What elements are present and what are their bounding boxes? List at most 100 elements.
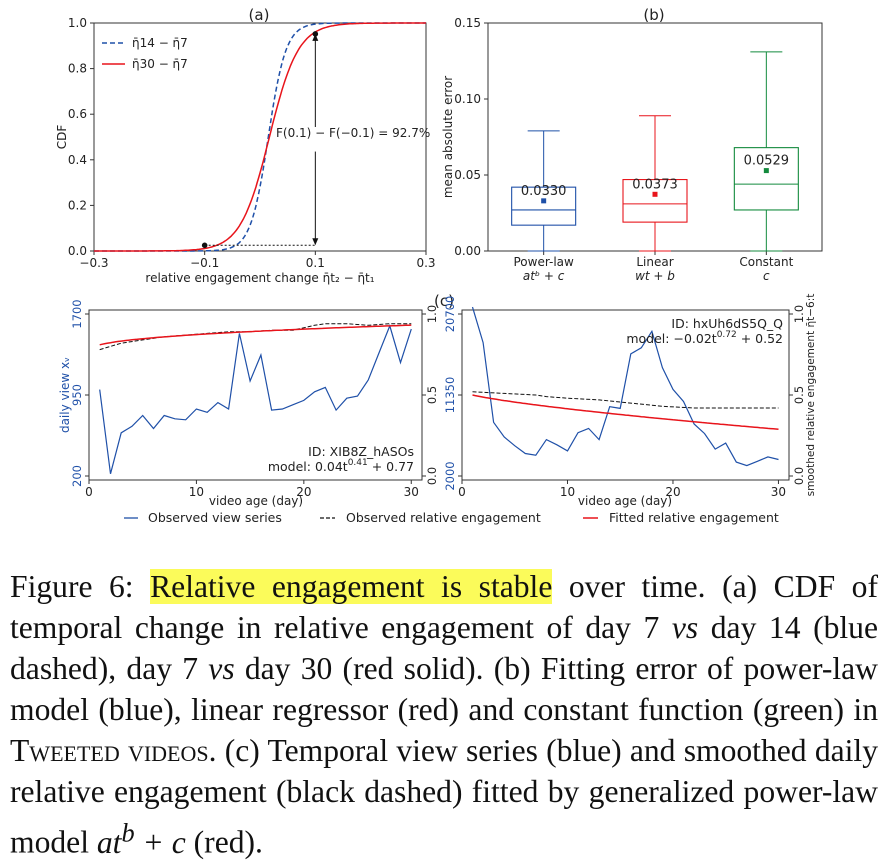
panel-c-right-id: ID: hxUh6dS5Q_Q [671, 316, 783, 331]
c-yleft-tick-label: 20700 [443, 296, 457, 333]
model-suffix: + 0.77 [368, 459, 414, 474]
box-mean-marker [541, 198, 547, 204]
panel-c-right-chart: 0 10 20 30 2000 11350 20700 0.0 0.5 1.0 video age… [443, 294, 817, 508]
panel-c-right-model: model: −0.02t0.72 + 0.52 [626, 330, 783, 346]
caption-vs-1: vs [671, 610, 699, 645]
b-category-formula: wt + b [635, 269, 675, 283]
b-category-label: Power-law [513, 255, 574, 269]
panel-a-ylabel: CDF [55, 125, 69, 150]
a-xtick-label: 0.1 [306, 256, 325, 270]
c-xtick-label: 10 [560, 485, 575, 499]
panel-b-ylabel: mean absolute error [441, 76, 455, 198]
observed-relative-engagement-line [472, 391, 779, 409]
caption-model-formula: atb + c [97, 818, 186, 860]
caption-highlighted-text: Relative engagement is stable [150, 569, 553, 604]
box-mean-label: 0.0373 [632, 177, 678, 192]
a-ytick-label: 1.0 [68, 16, 87, 30]
b-ytick-label: 0.00 [454, 244, 481, 258]
panel-a-cdf-chart: −0.3 −0.1 0.1 0.3 0.0 0.2 0.4 0.6 0.8 1.0 CDF rel… [55, 16, 436, 285]
a-xtick-label: −0.3 [79, 256, 108, 270]
caption-text-5: (red). [185, 824, 263, 860]
c-xtick-label: 0 [85, 485, 93, 499]
fitted-relative-engagement-line [99, 324, 412, 346]
box-constant: 0.0529 [733, 51, 799, 252]
fitted-relative-engagement-line [472, 394, 779, 431]
panel-c-right-ticks: 0 10 20 30 2000 11350 20700 0.0 0.5 1.0 [443, 296, 806, 499]
panel-a-ticks: −0.3 −0.1 0.1 0.3 0.0 0.2 0.4 0.6 0.8 1.0 [68, 16, 436, 270]
observed-view-series-line [471, 306, 779, 467]
panel-c-left-chart: 0 10 20 30 200 950 1700 0.0 0.5 1.0 daily view xᵥ… [58, 299, 439, 508]
a-ytick-label: 0.6 [68, 107, 87, 121]
c-xtick-label: 20 [665, 485, 680, 499]
caption-text-1: over time. (a) CDF of temporal change in… [10, 569, 878, 645]
b-category-formula: atᵇ + c [523, 269, 565, 283]
panel-a-legend: η̄14 − η̄7 η̄30 − η̄7 [102, 36, 188, 71]
a-arrow-head-top [312, 33, 319, 41]
figure-6: (a) (b) (c) −0.3 −0.1 0.1 0.3 0.0 0.2 0.4 0.6 0.… [55, 6, 823, 525]
panel-a-xlabel: relative engagement change η̄t₂ − η̄t₁ [145, 271, 374, 285]
panel-a-label: (a) [249, 6, 270, 24]
caption-model-exponent: b [121, 818, 135, 847]
b-category-label: Constant [739, 255, 793, 269]
panel-c-left-ticks: 0 10 20 30 200 950 1700 0.0 0.5 1.0 [70, 299, 439, 499]
panel-a-frame [93, 22, 427, 252]
c-yright-tick-label: 0.5 [792, 386, 806, 404]
observed-view-series-line [99, 324, 412, 474]
caption-model-tail: + c [134, 824, 186, 860]
box-mean-marker [763, 168, 769, 174]
b-ytick-label: 0.10 [454, 92, 481, 106]
panel-c-right-plot-area [471, 306, 779, 467]
c-xtick-label: 10 [189, 485, 204, 499]
a-xtick-label: 0.3 [416, 256, 435, 270]
a-xtick-label: −0.1 [190, 256, 219, 270]
model-suffix: + 0.52 [737, 331, 783, 346]
a-marker-point [312, 31, 319, 37]
panel-c-left-plot-area [99, 323, 412, 474]
c-xtick-label: 30 [771, 485, 786, 499]
legend-views-label: Observed view series [148, 510, 282, 525]
cdf-line-day30 [94, 22, 426, 252]
figure-caption: Figure 6: Relative engagement is stable … [10, 566, 878, 863]
box-mean-label: 0.0330 [521, 184, 567, 199]
box-power-law: 0.0330 [511, 130, 577, 252]
caption-text-4: . (c) Temporal view series (blue) and sm… [10, 733, 878, 860]
caption-dataset-name: Tweeted videos [10, 733, 209, 768]
c-xtick-label: 20 [296, 485, 311, 499]
c-yright-tick-label: 0.5 [425, 386, 439, 404]
panel-a-plot-area [94, 22, 426, 252]
caption-text-3: day 30 (red solid). (b) Fitting error of… [10, 651, 879, 727]
panel-c-left-model: model: 0.04t0.41 + 0.77 [268, 458, 414, 474]
box-iqr [511, 186, 577, 226]
caption-figure-label: Figure 6: [10, 569, 151, 604]
a-ytick-label: 0.8 [68, 62, 87, 76]
c-yleft-tick-label: 11350 [443, 377, 457, 414]
c-xtick-label: 30 [404, 485, 419, 499]
model-prefix: model: −0.02t [626, 331, 716, 346]
b-ytick-label: 0.15 [454, 16, 481, 30]
model-exponent: 0.72 [717, 330, 737, 340]
c-yright-tick-label: 0.0 [425, 467, 439, 485]
panel-c-right-y2label: smoothed relative engagement η̄t−6:t [805, 294, 817, 497]
caption-text-2: day 14 (blue dashed), day 7 [10, 610, 879, 686]
box-iqr [733, 147, 799, 211]
panel-b-label: (b) [643, 6, 664, 24]
c-yleft-tick-label: 1700 [70, 299, 84, 328]
legend-series-2-label: η̄30 − η̄7 [132, 57, 188, 71]
b-category-label: Linear [636, 255, 673, 269]
model-exponent: 0.41 [348, 458, 368, 468]
box-iqr [622, 179, 688, 223]
panel-b-plot-area: 0.0330 0.0373 0.0529 [511, 51, 799, 252]
model-prefix: model: 0.04t [268, 459, 348, 474]
c-yright-tick-label: 1.0 [792, 305, 806, 323]
b-ytick-label: 0.05 [454, 168, 481, 182]
panel-c-right-xlabel: video age (day) [578, 494, 672, 508]
a-ytick-label: 0.2 [68, 198, 87, 212]
a-ytick-label: 0.0 [68, 244, 87, 258]
c-yleft-tick-label: 200 [70, 465, 84, 487]
box-linear: 0.0373 [622, 115, 688, 252]
panel-c-left-id: ID: XIB8Z_hASOs [308, 444, 414, 459]
box-mean-marker [652, 191, 658, 197]
a-ytick-label: 0.4 [68, 153, 87, 167]
